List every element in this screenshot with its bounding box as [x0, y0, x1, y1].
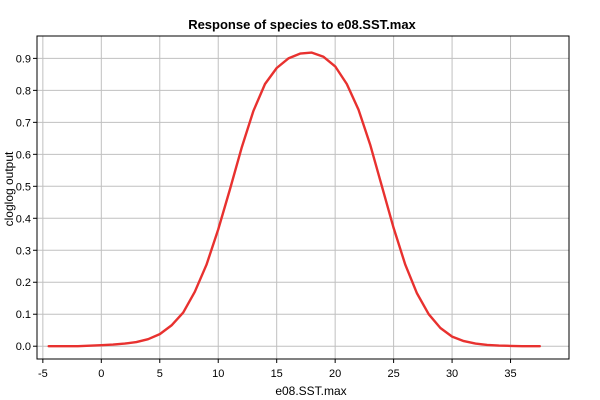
plot-frame — [36, 35, 570, 360]
grid — [37, 36, 569, 359]
x-tick-label: 0 — [98, 368, 104, 380]
chart-title: Response of species to e08.SST.max — [188, 17, 416, 32]
x-tick-label: 10 — [212, 368, 224, 380]
x-tick-label: -5 — [38, 368, 48, 380]
y-tick-label: 0.2 — [16, 277, 31, 289]
x-tick-label: 5 — [157, 368, 163, 380]
x-tick-label: 20 — [329, 368, 341, 380]
ticks: -5 0 5 10 15 20 25 30 35 0.0 0.1 0.2 0.3 0.4 0.5 0.6 0.7… — [16, 53, 517, 380]
x-axis-label: e08.SST.max — [275, 384, 346, 398]
x-tick-label: 30 — [446, 368, 458, 380]
y-tick-label: 0.5 — [16, 181, 31, 193]
y-tick-label: 0.6 — [16, 149, 31, 161]
response-curve — [47, 51, 541, 348]
series-layer — [47, 51, 541, 348]
y-tick-label: 0.1 — [16, 309, 31, 321]
x-tick-label: 25 — [387, 368, 399, 380]
y-tick-label: 0.0 — [16, 341, 31, 353]
y-tick-label: 0.3 — [16, 245, 31, 257]
x-tick-label: 35 — [504, 368, 516, 380]
y-tick-label: 0.8 — [16, 85, 31, 97]
y-tick-label: 0.7 — [16, 117, 31, 129]
x-tick-label: 15 — [271, 368, 283, 380]
y-tick-label: 0.4 — [16, 213, 31, 225]
y-tick-label: 0.9 — [16, 53, 31, 65]
y-axis-label: cloglog output — [2, 151, 16, 226]
